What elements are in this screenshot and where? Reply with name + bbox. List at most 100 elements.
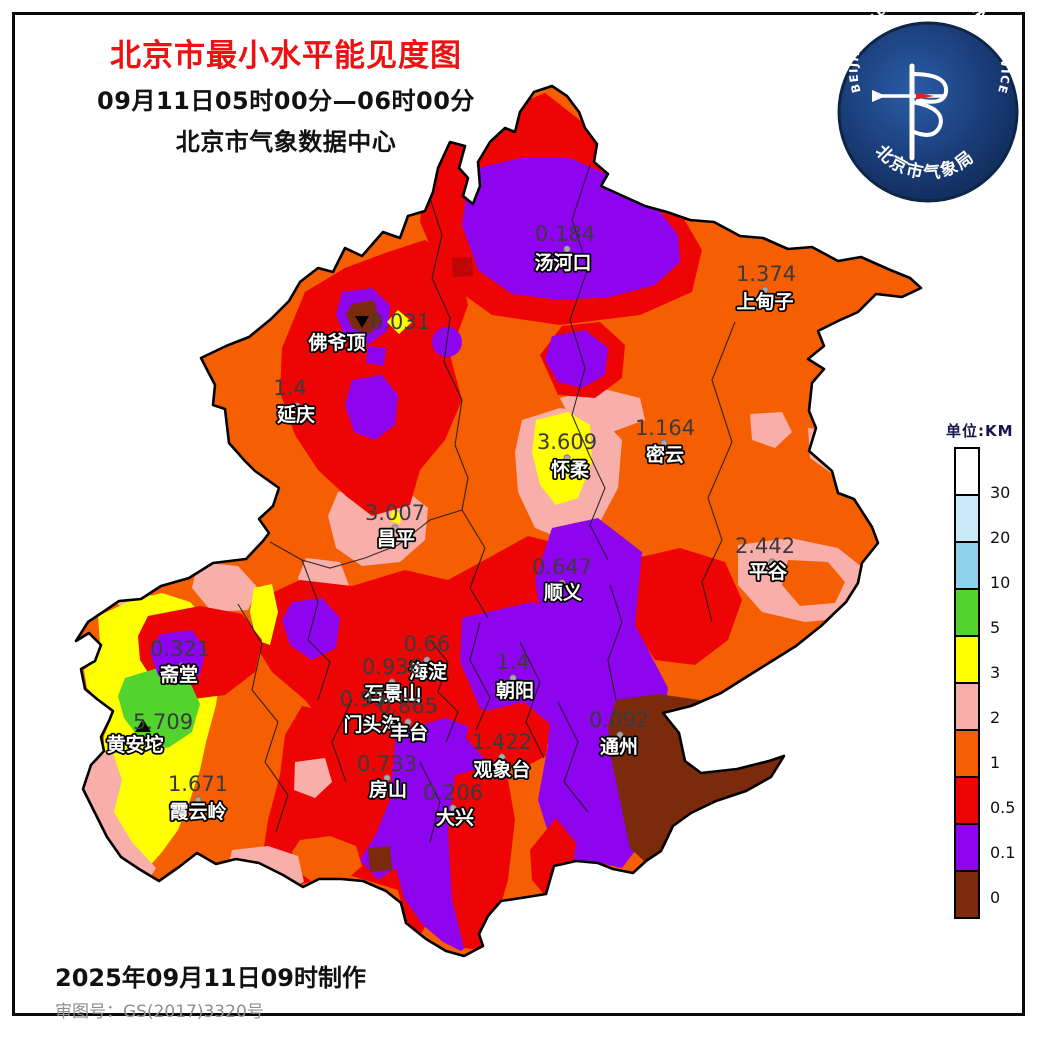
station-name-斋堂: 斋堂 xyxy=(159,663,198,686)
region-brown-south-square xyxy=(368,846,392,872)
min-marker-icon xyxy=(355,316,369,328)
legend-cell-10 xyxy=(954,541,980,590)
station-name-平谷: 平谷 xyxy=(749,561,788,583)
station-dot-昌平 xyxy=(391,524,399,532)
station-value-上甸子: 1.374 xyxy=(736,262,796,286)
legend-tick-20: 20 xyxy=(990,528,1011,547)
station-value-密云: 1.164 xyxy=(635,416,695,440)
district-boundaries xyxy=(237,164,736,843)
legend-cell-0 xyxy=(954,870,980,919)
title-block: 北京市最小水平能见度图 09月11日05时00分—06时00分 北京市气象数据中… xyxy=(12,30,560,157)
legend-cell-5 xyxy=(954,588,980,637)
legend-tick-3: 3 xyxy=(990,663,1001,682)
legend-tick-1: 1 xyxy=(990,753,1001,772)
region-red-shunyi-east xyxy=(628,548,742,665)
region-purple-foyeding3 xyxy=(366,346,386,366)
station-name-佛爷顶: 佛爷顶 xyxy=(307,331,365,354)
region-pink-fangshan-ne xyxy=(294,758,332,798)
station-name-怀柔: 怀柔 xyxy=(551,458,590,481)
station-dot-平谷 xyxy=(768,558,776,566)
station-value-门头沟: 0.95 xyxy=(340,687,387,711)
legend-colorbar: 30 20 10 5 3 2 1 0.5 0.1 0 xyxy=(954,447,1036,919)
region-purple-foyeding2 xyxy=(345,375,398,440)
legend-cell-0.5 xyxy=(954,776,980,825)
legend-cell-30 xyxy=(954,447,980,496)
station-dot-石景山 xyxy=(388,678,396,686)
region-purple-chaoyang xyxy=(460,602,572,728)
station-value-平谷: 2.442 xyxy=(735,534,795,558)
region-orange-south-oval xyxy=(292,836,362,884)
station-value-朝阳: 1.4 xyxy=(496,650,529,674)
legend-tick-0.1: 0.1 xyxy=(990,843,1016,862)
station-value-海淀: 0.66 xyxy=(404,632,451,656)
station-value-顺义: 0.647 xyxy=(532,555,592,579)
station-dot-朝阳 xyxy=(509,674,517,682)
station-dot-通州 xyxy=(616,731,624,739)
legend: 单位:KM 30 20 10 5 3 2 1 0.5 0.1 0 xyxy=(946,420,1036,919)
station-name-黄安坨: 黄安坨 xyxy=(106,733,163,756)
station-name-密云: 密云 xyxy=(646,443,684,466)
station-dot-霞云岭 xyxy=(194,796,202,804)
legend-tick-2: 2 xyxy=(990,708,1001,727)
legend-cell-3 xyxy=(954,635,980,684)
station-name-观象台: 观象台 xyxy=(473,758,530,781)
station-name-房山: 房山 xyxy=(369,778,407,801)
logo-weathervane-icon xyxy=(872,63,949,161)
legend-tick-30: 30 xyxy=(990,483,1011,502)
station-dot-海淀 xyxy=(423,656,431,664)
region-red-guanxiangtai xyxy=(466,702,550,770)
legend-cell-1 xyxy=(954,729,980,778)
station-dot-密云 xyxy=(660,439,668,447)
station-value-石景山: 0.936 xyxy=(362,655,422,679)
station-name-门头沟: 门头沟 xyxy=(343,713,400,736)
station-name-上甸子: 上甸子 xyxy=(736,290,793,313)
station-value-丰台: 0.865 xyxy=(378,694,438,718)
bms-logo: BEIJINIG METEOROLOGICAL SERVICE 北京市气象局 xyxy=(837,0,1019,203)
station-value-斋堂: 0.321 xyxy=(150,637,210,661)
station-dot-房山 xyxy=(383,774,391,782)
station-value-观象台: 1.422 xyxy=(472,730,532,754)
region-yellow-diamond xyxy=(387,310,412,334)
station-dot-丰台 xyxy=(404,718,412,726)
production-time: 2025年09月11日09时制作 xyxy=(55,964,366,992)
data-source: 北京市气象数据中心 xyxy=(175,128,397,156)
station-name-顺义: 顺义 xyxy=(544,582,582,604)
station-value-佛爷顶: 0.031 xyxy=(370,310,430,334)
station-name-昌平: 昌平 xyxy=(377,528,415,550)
logo-circle xyxy=(837,21,1019,203)
station-name-丰台: 丰台 xyxy=(390,721,428,744)
legend-cell-0.1 xyxy=(954,823,980,872)
region-pink-xiayunling-edge xyxy=(82,750,156,884)
legend-cell-20 xyxy=(954,494,980,543)
region-yellow-changping-tiny xyxy=(390,510,402,524)
station-name-石景山: 石景山 xyxy=(363,683,421,705)
station-name-延庆: 延庆 xyxy=(276,403,315,426)
station-name-通州: 通州 xyxy=(600,736,638,758)
station-value-房山: 0.733 xyxy=(357,752,417,776)
legend-cell-2 xyxy=(954,682,980,731)
station-value-霞云岭: 1.671 xyxy=(168,772,228,796)
region-yellow-huairou-core xyxy=(532,412,592,505)
region-purple-zhaitang-core xyxy=(150,630,206,684)
station-dot-大兴 xyxy=(449,804,457,812)
station-value-昌平: 3.007 xyxy=(365,501,425,525)
region-darkred-square xyxy=(452,257,473,277)
station-value-汤河口: 0.184 xyxy=(535,222,595,246)
station-value-怀柔: 3.609 xyxy=(537,430,597,454)
legend-unit-label: 单位:KM xyxy=(946,422,1014,440)
region-pink-west2 xyxy=(192,562,258,612)
station-dot-上甸子 xyxy=(761,286,769,294)
region-orange-pinggu-core xyxy=(782,560,845,606)
station-dot-怀柔 xyxy=(563,454,571,462)
station-name-霞云岭: 霞云岭 xyxy=(169,800,226,823)
station-dot-汤河口 xyxy=(563,245,571,253)
legend-tick-5: 5 xyxy=(990,618,1001,637)
station-dot-斋堂 xyxy=(178,662,186,670)
legend-tick-0.5: 0.5 xyxy=(990,798,1016,817)
station-dot-延庆 xyxy=(293,402,301,410)
map-approval-number: 审图号：GS(2017)3320号 xyxy=(55,1002,264,1022)
legend-tick-10: 10 xyxy=(990,573,1011,592)
station-value-通州: 0.092 xyxy=(589,708,649,732)
region-yellow-zhaitang-nw xyxy=(250,584,278,645)
